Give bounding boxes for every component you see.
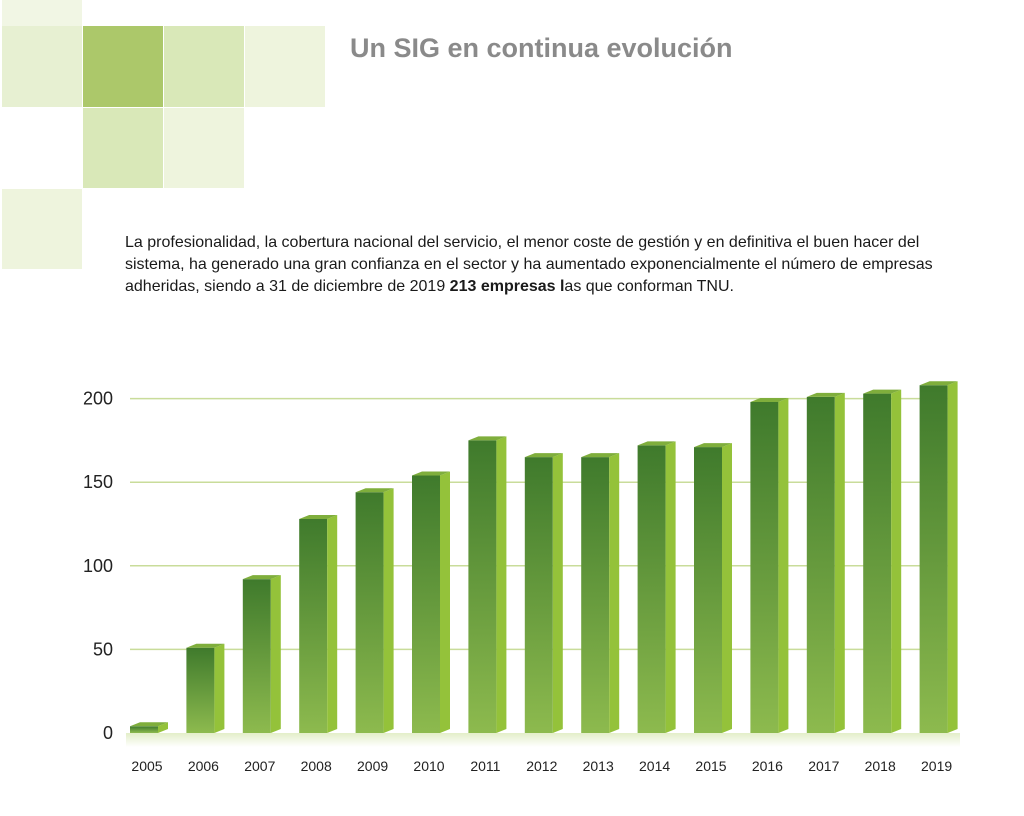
x-tick-label: 2013 [583,758,614,774]
bar-side [609,453,620,733]
decor-square [83,26,163,107]
bar-side [834,392,845,733]
bar-front [919,385,948,733]
x-tick-label: 2008 [301,758,332,774]
bar-2005 [130,722,168,733]
y-tick-label: 150 [83,472,113,492]
x-tick-label: 2012 [526,758,557,774]
bar-2010 [412,471,450,733]
bar-front [468,440,497,733]
bar-side [665,441,676,733]
x-tick-label: 2016 [752,758,783,774]
x-tick-label: 2009 [357,758,388,774]
intro-text: La profesionalidad, la cobertura naciona… [125,234,933,295]
x-tick-label: 2019 [921,758,952,774]
y-tick-label: 50 [93,639,113,659]
intro-paragraph: La profesionalidad, la cobertura naciona… [125,232,955,298]
bar-front [186,647,215,733]
bar-side [947,381,958,733]
intro-highlight: 213 empresas l [449,278,565,295]
bar-2006 [186,643,225,733]
decor-square [83,108,163,188]
bar-front [355,492,384,733]
bar-2012 [524,453,563,733]
bar-top [750,397,789,402]
bar-2011 [468,436,507,733]
bar-front [242,579,271,733]
bar-front [750,401,779,733]
bar-2017 [806,392,845,733]
bar-top [468,436,507,441]
bar-side [383,488,394,733]
bar-top [412,471,450,476]
bar-top [299,514,338,519]
decor-square [2,26,82,107]
bar-side [722,443,732,733]
bar-chart: 0 50 100 150 200 2005 2006 2007 2008 2009 2010 2011… [83,381,960,774]
bar-top [863,389,902,394]
bar-top [355,488,394,493]
bar-side [440,471,450,733]
bar-2014 [637,441,676,733]
bar-side [327,514,338,733]
bar-front [130,726,158,733]
x-tick-label: 2011 [470,758,500,774]
y-tick-label: 0 [103,723,113,743]
bar-front [863,393,892,733]
decor-square [245,26,325,107]
y-tick-label: 200 [83,389,113,409]
intro-text-end: as que conforman TNU. [564,278,734,295]
bar-2018 [863,389,902,733]
bar-2019 [919,381,958,733]
x-tick-label: 2017 [808,758,839,774]
bar-side [778,397,789,733]
bar-side [891,389,902,733]
bar-front [412,475,440,733]
bar-top [581,453,620,458]
bar-side [270,575,281,733]
bar-top [130,722,168,727]
x-tick-label: 2015 [695,758,726,774]
bar-front [299,518,328,733]
x-tick-label: 2007 [244,758,275,774]
bar-top [186,643,225,648]
x-tick-label: 2005 [131,758,162,774]
bar-top [806,392,845,397]
bar-front [581,457,610,733]
bar-side [214,643,225,733]
page-title: Un SIG en continua evolución [350,33,733,63]
bar-side [552,453,563,733]
bar-2016 [750,397,789,733]
decor-square [164,26,244,107]
bar-top [919,381,958,386]
bar-2009 [355,488,394,733]
bar-front [806,396,835,733]
x-tick-label: 2018 [865,758,896,774]
y-tick-label: 100 [83,556,113,576]
bar-top [242,575,281,580]
chart-floor [126,733,960,747]
bar-side [496,436,507,733]
bar-2013 [581,453,620,733]
x-tick-label: 2014 [639,758,670,774]
decor-square [2,189,82,269]
bar-front [694,447,722,733]
x-tick-label: 2006 [188,758,219,774]
x-tick-label: 2010 [413,758,444,774]
bar-2015 [694,443,732,733]
decor-square [2,0,82,26]
bar-front [637,445,666,733]
bar-2007 [242,575,281,733]
bar-top [694,443,732,448]
bar-front [524,457,553,733]
bar-top [637,441,676,446]
bar-2008 [299,514,338,733]
decor-square [164,108,244,188]
bar-side [158,722,168,733]
bar-top [524,453,563,458]
